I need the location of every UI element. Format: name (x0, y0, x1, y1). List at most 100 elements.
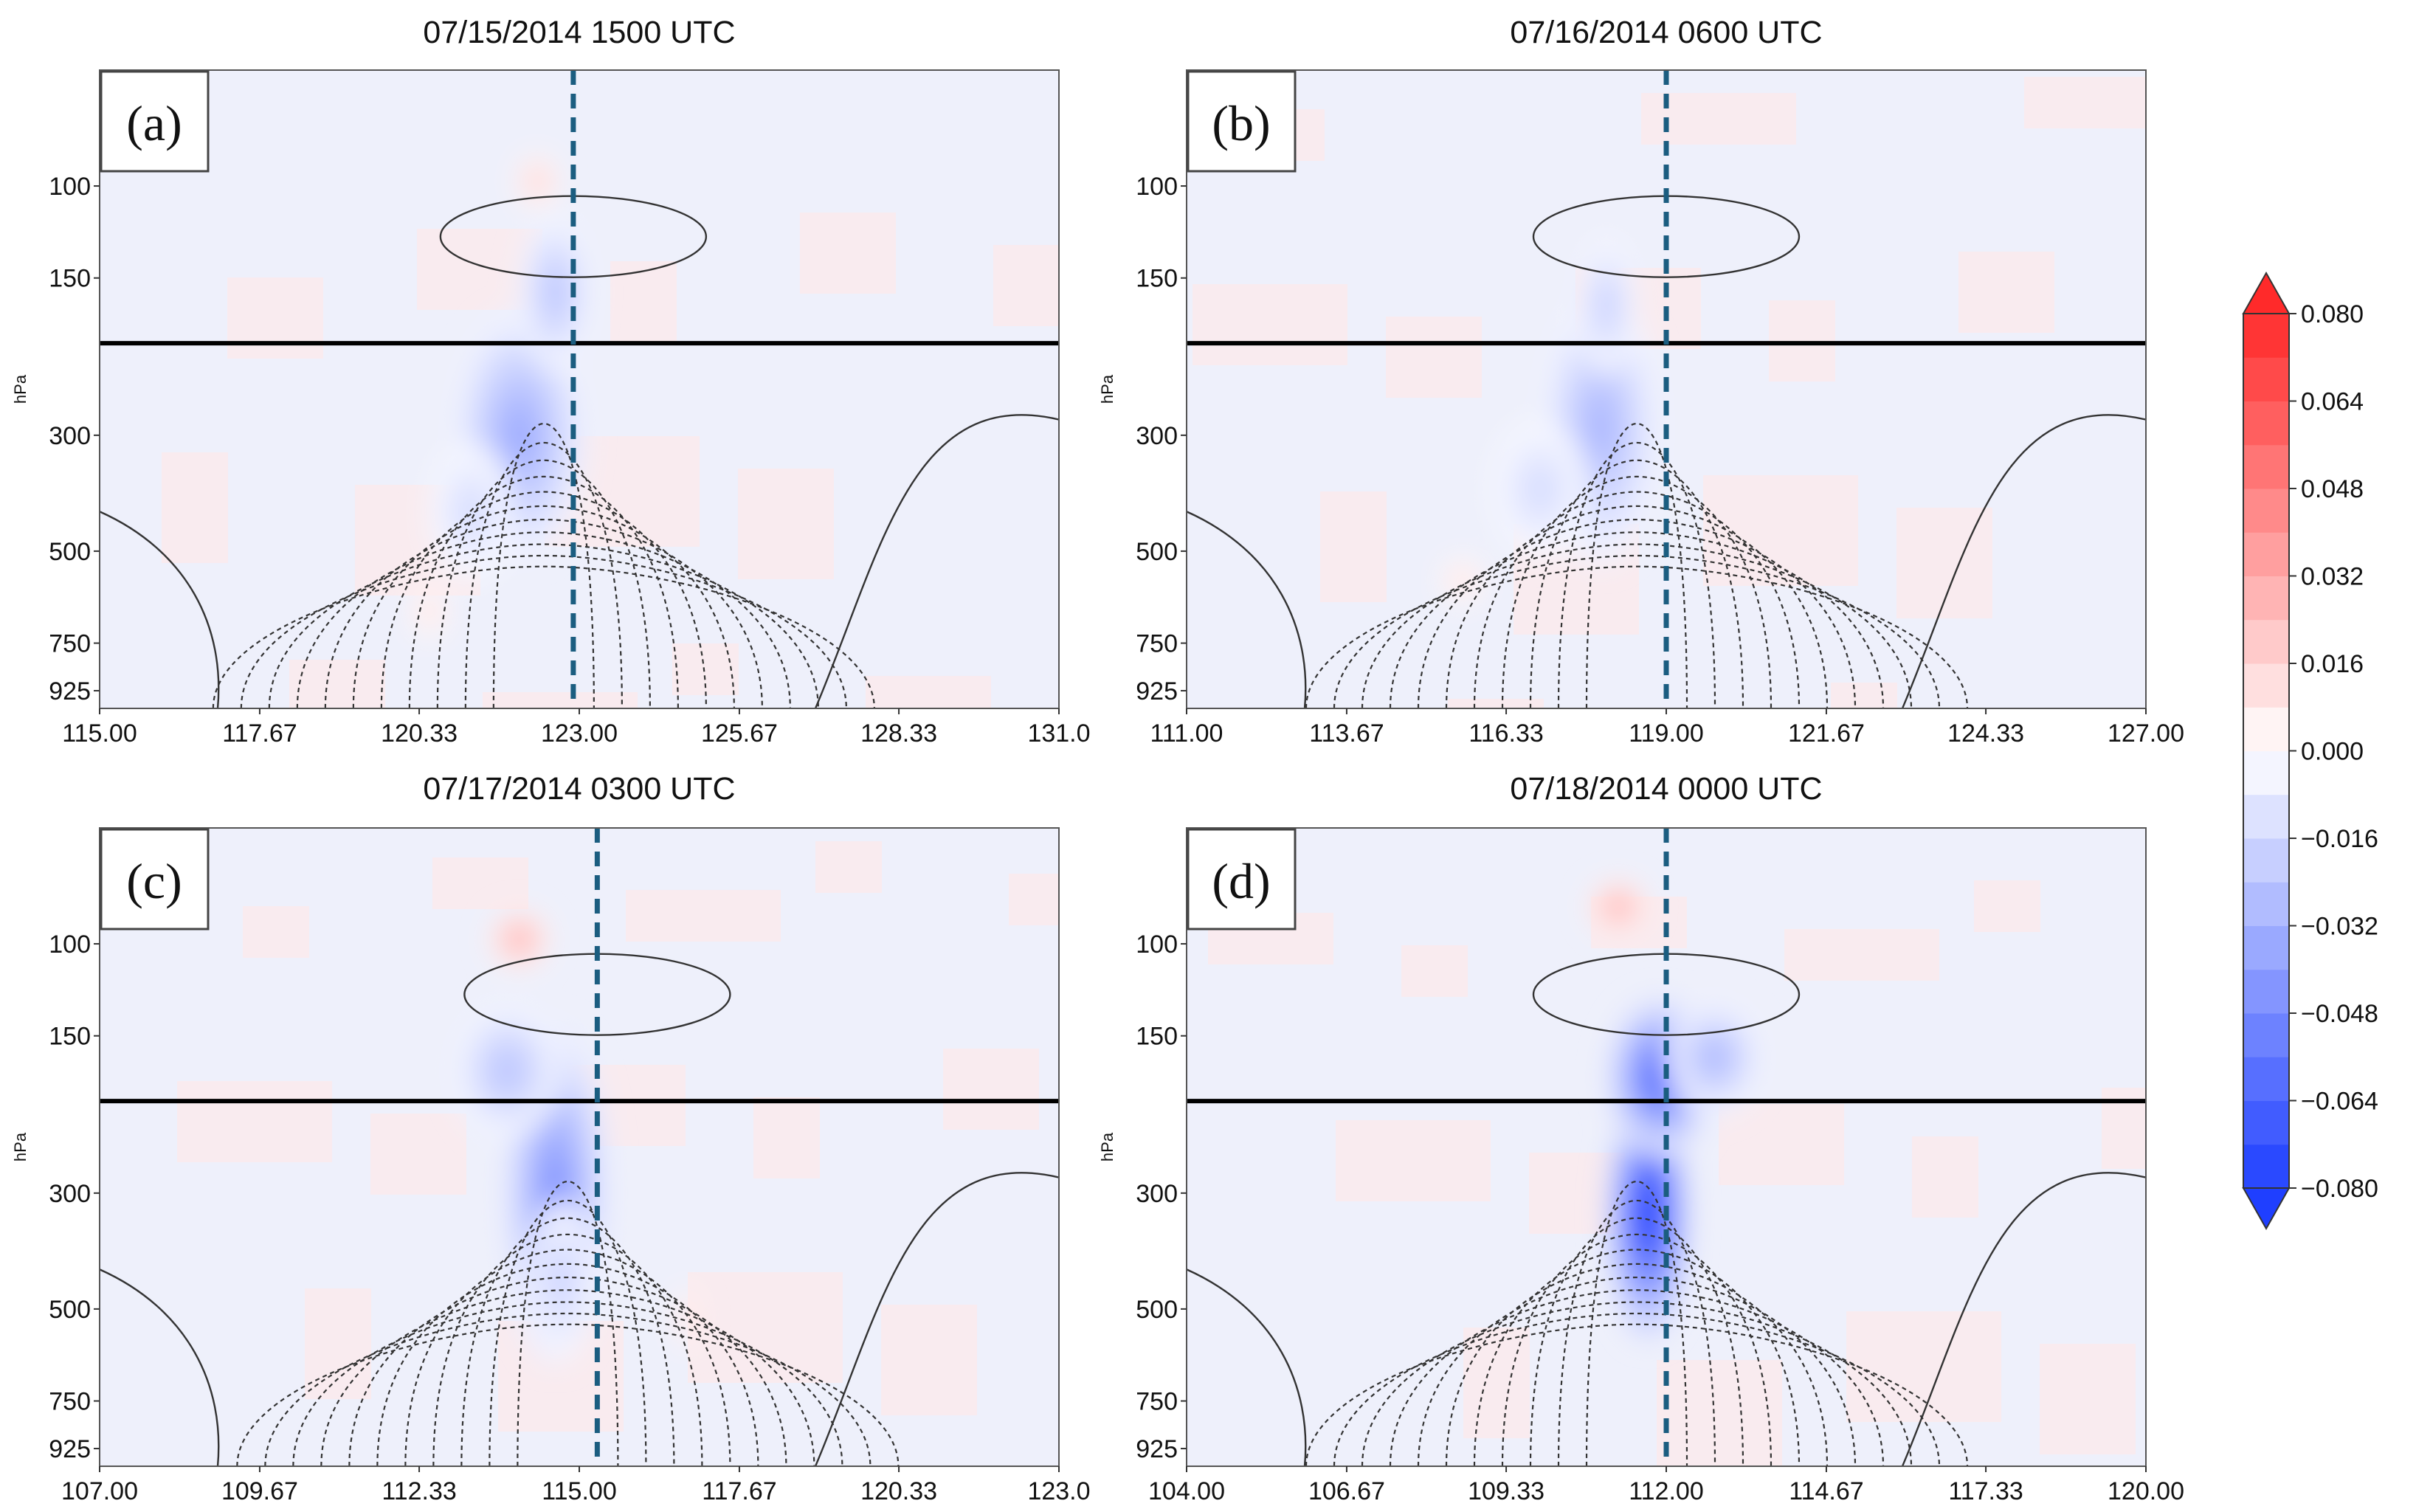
negative-anomaly-shading (1706, 1048, 1722, 1067)
colorbar-segment (2243, 576, 2289, 621)
colorbar-segment (2243, 357, 2289, 401)
dashed-contour (292, 1301, 843, 1466)
field-noise-patch (1463, 1328, 1530, 1438)
field-noise-patch (1784, 929, 1939, 981)
dashed-contour (489, 1199, 647, 1466)
dashed-contour (1389, 1289, 1885, 1466)
y-axis-label: hPa (1098, 1132, 1116, 1161)
solid-contour (100, 511, 220, 708)
x-tick-label: 127.00 (2108, 719, 2184, 748)
colorbar-segment (2243, 794, 2289, 839)
field-noise-patch (738, 469, 834, 579)
dashed-contour (1305, 1323, 1969, 1466)
field-noise-patch (688, 1272, 843, 1383)
field-noise-patch (370, 1114, 466, 1195)
field-noise-patch (866, 676, 991, 708)
y-axis-label: hPa (11, 374, 30, 404)
dashed-contour (404, 1249, 731, 1466)
colorbar-segment (2243, 401, 2289, 446)
dashed-contour (380, 491, 707, 708)
y-tick-label: 150 (49, 1023, 91, 1051)
x-tick-label: 120.33 (381, 719, 458, 748)
field-noise-patch (162, 452, 228, 563)
negative-anomaly-shading (1601, 294, 1612, 318)
colorbar-segment (2243, 882, 2289, 926)
dashed-contour (1557, 1199, 1716, 1466)
negative-anomaly-shading (1641, 1193, 1656, 1236)
field-noise-patch (1336, 1120, 1491, 1201)
colorbar-segment (2243, 707, 2289, 751)
x-tick-label: 107.00 (61, 1477, 138, 1505)
y-tick-label: 100 (49, 931, 91, 959)
x-tick-label: 128.33 (860, 719, 937, 748)
colorbar-min-extend (2242, 1187, 2291, 1231)
positive-anomaly-shading (1613, 902, 1623, 912)
positive-anomaly-shading (514, 934, 525, 945)
x-tick-label: 124.33 (1947, 719, 2024, 748)
x-tick-label: 114.67 (1789, 1477, 1863, 1505)
dashed-contour (1529, 1217, 1744, 1466)
field-noise-patch (800, 213, 896, 294)
x-tick-label: 106.67 (1308, 1477, 1385, 1505)
x-tick-label: 131.0 (1027, 719, 1090, 748)
y-tick-label: 925 (1136, 1435, 1178, 1463)
dashed-contour (1445, 505, 1829, 708)
field-noise-patch (1703, 475, 1858, 586)
dashed-contour (352, 505, 735, 708)
x-tick-label: 117.67 (702, 1477, 776, 1505)
field-noise-patch (943, 1049, 1039, 1130)
panel-label-box (1187, 70, 1297, 173)
panel-label: (b) (1212, 95, 1270, 151)
negative-anomaly-shading (464, 500, 479, 523)
dashed-contour (212, 565, 875, 708)
field-noise-patch (1846, 1311, 2001, 1422)
y-tick-label: 750 (1136, 1388, 1178, 1416)
dashed-contour (1473, 1249, 1801, 1466)
panel-c: (c) 07/17/2014 0300 UTC 100 150 300 500 750 925… (11, 771, 1091, 1505)
y-tick-label: 925 (1136, 677, 1178, 705)
colorbar-tick-label: −0.016 (2301, 825, 2378, 853)
plot-area (100, 828, 1059, 1466)
colorbar-tick-label: −0.064 (2301, 1088, 2378, 1116)
dashed-contour (376, 1263, 759, 1466)
y-tick-label: 750 (49, 1388, 91, 1416)
panels-layer: (a) 07/15/2014 1500 UTC 100 150 300 500 750 925… (11, 15, 2184, 1505)
field-noise-patch (1193, 284, 1347, 365)
negative-anomaly-shading (498, 1059, 517, 1083)
dashed-contour (236, 1323, 900, 1466)
y-tick-label: 100 (1136, 931, 1178, 959)
field-noise-patch (1769, 300, 1835, 382)
y-tick-label: 150 (1136, 265, 1178, 293)
panel-b: (b) 07/16/2014 0600 UTC 100 150 300 500 750 925… (1098, 15, 2184, 748)
field-noise-patch (1401, 945, 1468, 997)
negative-anomaly-shading (508, 414, 531, 457)
dashed-contour (1417, 1276, 1857, 1466)
anomaly-field (453, 909, 700, 1364)
y-axis-label: hPa (1098, 374, 1116, 404)
x-tick-label: 119.00 (1629, 719, 1703, 748)
y-tick-label: 300 (49, 1180, 91, 1208)
field-noise-patch (626, 890, 781, 942)
dashed-contour (1333, 1312, 1941, 1466)
dashed-contour (1529, 459, 1744, 708)
field-noise-patch (610, 261, 677, 342)
negative-anomaly-shading (549, 279, 562, 306)
colorbar-segment (2243, 750, 2289, 795)
field-noise-patch (432, 857, 528, 909)
dashed-contour (1501, 475, 1773, 708)
y-tick-label: 300 (1136, 422, 1178, 450)
colorbar-segment (2243, 1057, 2289, 1101)
y-tick-label: 100 (49, 173, 91, 201)
anomaly-field (1441, 238, 1660, 604)
negative-anomaly-shading (556, 1266, 567, 1294)
colorbar-tick-label: 0.000 (2301, 738, 2364, 766)
dashed-contour (268, 543, 819, 708)
dashed-contour (296, 531, 791, 708)
panel-label: (c) (126, 853, 182, 909)
colorbar-tick-label: 0.080 (2301, 300, 2364, 328)
dashed-contour (348, 1276, 787, 1466)
dashed-contour (240, 554, 847, 708)
x-tick-label: 117.33 (1948, 1477, 2023, 1505)
solid-contour (1187, 511, 1307, 708)
x-tick-label: 115.00 (62, 719, 137, 748)
